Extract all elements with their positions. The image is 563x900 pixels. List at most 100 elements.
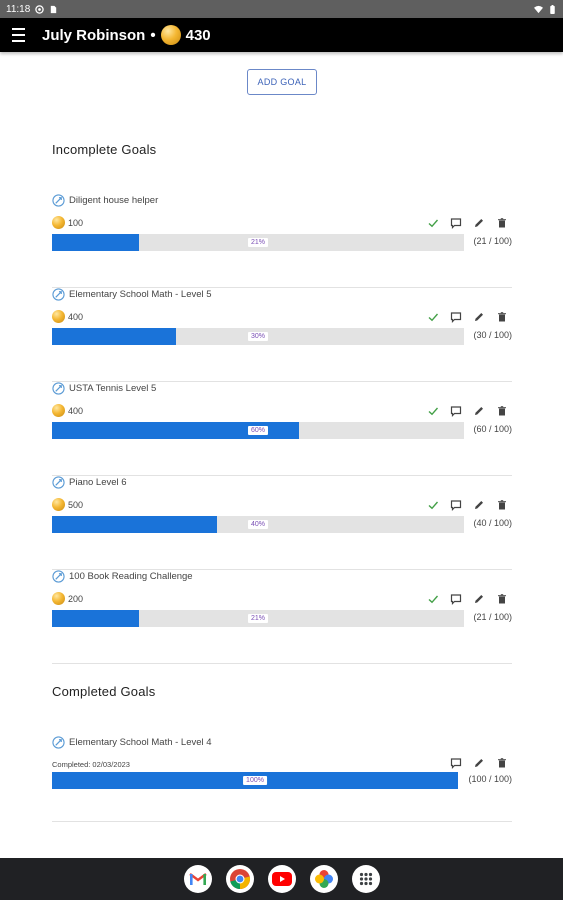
goal-points: 100 [52,216,83,229]
progress-count: (60 / 100) [473,424,512,434]
coin-icon [52,592,65,605]
gmail-app-icon[interactable] [183,865,212,893]
trash-icon[interactable] [496,498,508,510]
app-drawer-icon[interactable] [351,865,380,893]
check-icon[interactable] [427,310,439,322]
goal-points: 400 [52,310,83,323]
progress-percent: 21% [247,238,269,247]
goal-points: 200 [52,592,83,605]
completed-goal-item: Elementary School Math - Level 4 Complete… [52,736,512,822]
app-bar: July Robinson • 430 [0,18,563,52]
goal-title: USTA Tennis Level 5 [52,382,156,395]
progress-bar-fill [52,516,217,533]
menu-icon[interactable] [12,28,28,42]
pencil-icon[interactable] [473,756,485,768]
progress-percent: 60% [247,426,269,435]
goal-arrow-icon [52,570,65,583]
trash-icon[interactable] [496,310,508,322]
goal-name-text: Elementary School Math - Level 4 [69,737,212,748]
completed-date: Completed: 02/03/2023 [52,760,130,769]
progress-bar: 30% [52,328,464,345]
pencil-icon[interactable] [473,592,485,604]
progress-bar-fill [52,422,300,439]
goal-item: 100 Book Reading Challenge 200 21% (21 / 10… [52,570,512,664]
goals-content: ADD GOAL Incomplete Goals Diligent house… [0,52,563,858]
progress-percent: 30% [247,332,269,341]
progress-count: (21 / 100) [473,236,512,246]
android-dock [0,858,563,900]
coin-icon [52,404,65,417]
progress-bar: 21% [52,610,464,627]
wifi-icon [534,5,543,13]
completed-goals-heading: Completed Goals [52,684,156,699]
battery-icon [550,4,555,14]
goal-points-value: 500 [68,499,84,510]
comment-icon[interactable] [450,756,462,769]
progress-bar: 40% [52,516,464,533]
comment-icon[interactable] [450,404,462,417]
goal-actions [427,310,508,323]
progress-percent: 40% [247,520,269,529]
trash-icon[interactable] [496,756,508,768]
trash-icon[interactable] [496,404,508,416]
check-icon[interactable] [427,216,439,228]
photos-app-icon[interactable] [309,865,338,893]
comment-icon[interactable] [450,592,462,605]
check-icon[interactable] [427,404,439,416]
progress-bar: 60% [52,422,464,439]
check-icon[interactable] [427,592,439,604]
goal-item: USTA Tennis Level 5 400 60% (60 / 100) [52,382,512,476]
coin-balance: 430 [185,26,211,44]
goal-name-text: Elementary School Math - Level 5 [69,289,212,300]
pencil-icon[interactable] [473,216,485,228]
goal-name-text: USTA Tennis Level 5 [69,383,157,394]
pencil-icon[interactable] [473,404,485,416]
goal-points-value: 400 [68,405,84,416]
goal-actions [427,216,508,229]
chrome-app-icon[interactable] [225,865,254,893]
goal-title: 100 Book Reading Challenge [52,570,193,583]
progress-bar: 21% [52,234,464,251]
coin-icon [52,498,65,511]
goal-actions [427,592,508,605]
trash-icon[interactable] [496,216,508,228]
pencil-icon[interactable] [473,498,485,510]
status-bar: 11:18 [0,0,563,18]
goal-arrow-icon [52,382,65,395]
settings-status-icon [35,4,45,14]
sim-card-icon [51,5,57,13]
add-goal-button[interactable]: ADD GOAL [247,69,317,95]
progress-count: (30 / 100) [473,330,512,340]
goal-item: Diligent house helper 100 21% (21 / 100) [52,194,512,288]
goal-title: Diligent house helper [52,194,158,207]
progress-count: (40 / 100) [473,518,512,528]
check-icon[interactable] [427,498,439,510]
goal-item: Piano Level 6 500 40% (40 / 100) [52,476,512,570]
goal-item: Elementary School Math - Level 5 400 30% (3… [52,288,512,382]
goal-arrow-icon [52,476,65,489]
progress-percent: 21% [247,614,269,623]
coin-icon [52,310,65,323]
goal-points: 400 [52,404,83,417]
pencil-icon[interactable] [473,310,485,322]
goal-actions [450,756,508,769]
goal-name-text: 100 Book Reading Challenge [69,571,193,582]
goal-arrow-icon [52,194,65,207]
app-bar-title: July Robinson • 430 [42,25,211,45]
title-separator: • [150,26,156,44]
status-time: 11:18 [6,3,31,15]
progress-bar: 100% [52,772,458,789]
goal-arrow-icon [52,288,65,301]
comment-icon[interactable] [450,498,462,511]
progress-count: (21 / 100) [473,612,512,622]
youtube-app-icon[interactable] [267,865,296,893]
comment-icon[interactable] [450,310,462,323]
goal-name-text: Piano Level 6 [69,477,127,488]
goal-title: Piano Level 6 [52,476,127,489]
goal-title: Elementary School Math - Level 4 [52,736,212,749]
progress-count: (100 / 100) [468,774,512,784]
goal-arrow-icon [52,736,65,749]
progress-percent: 100% [243,776,267,785]
trash-icon[interactable] [496,592,508,604]
comment-icon[interactable] [450,216,462,229]
